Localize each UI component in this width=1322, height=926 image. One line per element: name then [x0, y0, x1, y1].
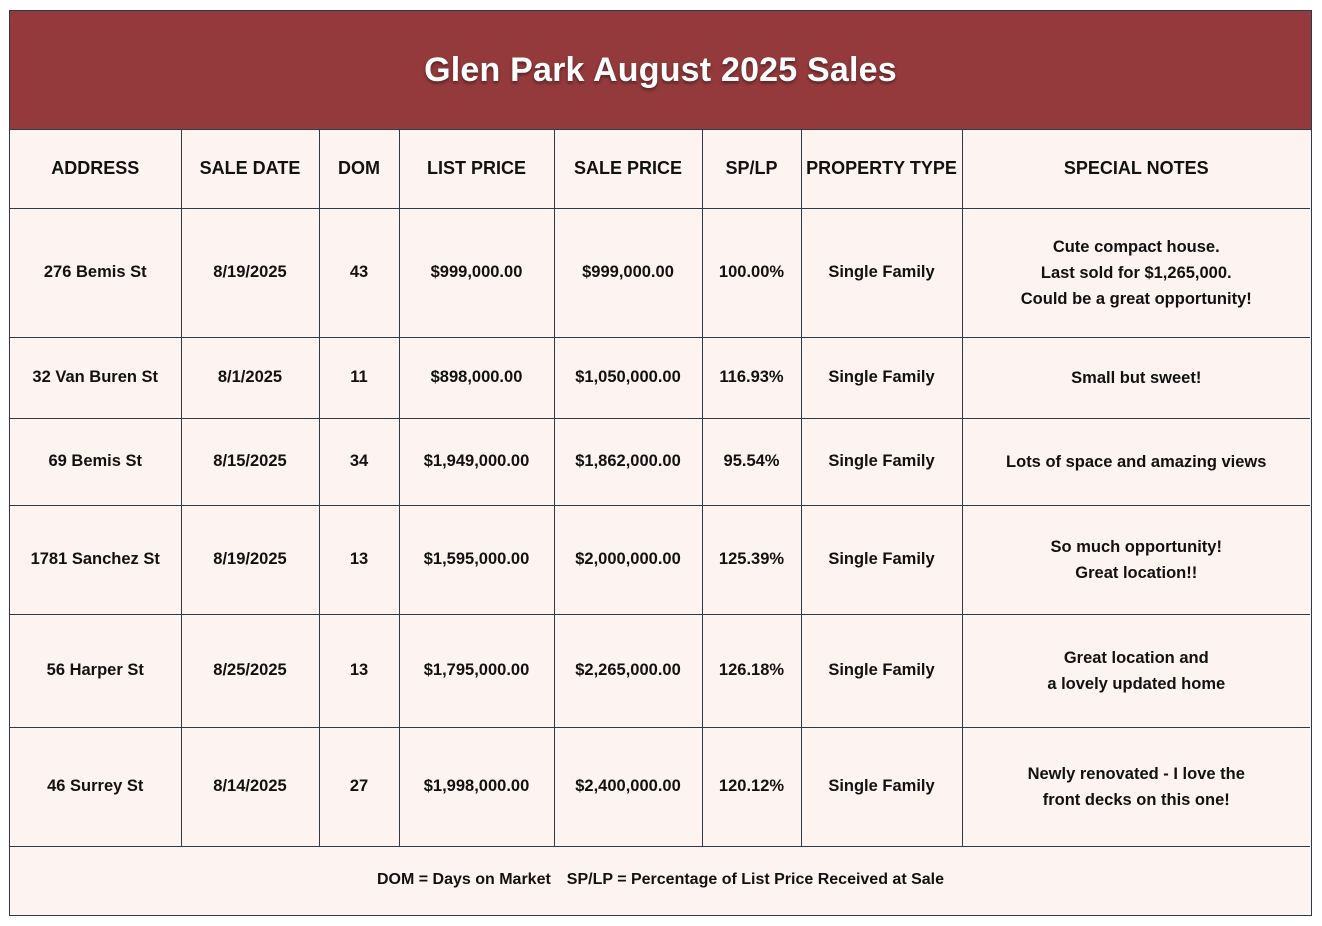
- table-row: 32 Van Buren St 8/1/2025 11 $898,000.00 …: [10, 336, 1310, 419]
- cell-list-price: $1,795,000.00: [398, 613, 555, 728]
- column-header-sale-date: SALE DATE: [180, 130, 320, 209]
- column-header-sp-lp: SP/LP: [701, 130, 802, 209]
- cell-dom: 43: [318, 207, 400, 338]
- dom-legend: DOM = Days on Market: [376, 870, 551, 888]
- title-banner: Glen Park August 2025 Sales: [10, 11, 1311, 130]
- table-row: 1781 Sanchez St 8/19/2025 13 $1,595,000.…: [10, 504, 1310, 615]
- column-header-property-type: PROPERTY TYPE: [800, 130, 963, 209]
- splp-legend: SP/LP = Percentage of List Price Receive…: [566, 870, 945, 888]
- cell-property-type: Single Family: [800, 336, 963, 419]
- cell-special-notes: So much opportunity! Great location!!: [961, 504, 1310, 615]
- cell-sale-price: $999,000.00: [553, 207, 703, 338]
- cell-list-price: $1,595,000.00: [398, 504, 555, 615]
- cell-sale-date: 8/1/2025: [180, 336, 320, 419]
- cell-sale-date: 8/19/2025: [180, 504, 320, 615]
- cell-sp-lp: 125.39%: [701, 504, 802, 615]
- table-row: 69 Bemis St 8/15/2025 34 $1,949,000.00 $…: [10, 417, 1310, 506]
- cell-dom: 11: [318, 336, 400, 419]
- cell-sp-lp: 100.00%: [701, 207, 802, 338]
- cell-address: 32 Van Buren St: [10, 336, 182, 419]
- cell-property-type: Single Family: [800, 207, 963, 338]
- table-row: 46 Surrey St 8/14/2025 27 $1,998,000.00 …: [10, 726, 1310, 847]
- cell-sp-lp: 126.18%: [701, 613, 802, 728]
- cell-list-price: $1,949,000.00: [398, 417, 555, 506]
- sales-table: ADDRESS SALE DATE DOM LIST PRICE SALE PR…: [10, 130, 1310, 847]
- cell-list-price: $1,998,000.00: [398, 726, 555, 847]
- cell-dom: 34: [318, 417, 400, 506]
- cell-sale-price: $2,265,000.00: [553, 613, 703, 728]
- cell-address: 276 Bemis St: [10, 207, 182, 338]
- table-row: 56 Harper St 8/25/2025 13 $1,795,000.00 …: [10, 613, 1310, 728]
- cell-property-type: Single Family: [800, 613, 963, 728]
- cell-special-notes: Small but sweet!: [961, 336, 1310, 419]
- cell-address: 69 Bemis St: [10, 417, 182, 506]
- cell-sale-date: 8/15/2025: [180, 417, 320, 506]
- cell-dom: 13: [318, 613, 400, 728]
- column-header-sale-price: SALE PRICE: [553, 130, 703, 209]
- cell-sale-date: 8/19/2025: [180, 207, 320, 338]
- table-header-row: ADDRESS SALE DATE DOM LIST PRICE SALE PR…: [10, 130, 1310, 209]
- cell-list-price: $999,000.00: [398, 207, 555, 338]
- cell-address: 46 Surrey St: [10, 726, 182, 847]
- cell-sp-lp: 120.12%: [701, 726, 802, 847]
- column-header-list-price: LIST PRICE: [398, 130, 555, 209]
- cell-sale-price: $2,400,000.00: [553, 726, 703, 847]
- table-row: 276 Bemis St 8/19/2025 43 $999,000.00 $9…: [10, 207, 1310, 338]
- column-header-special-notes: SPECIAL NOTES: [961, 130, 1310, 209]
- cell-special-notes: Great location and a lovely updated home: [961, 613, 1310, 728]
- cell-special-notes: Lots of space and amazing views: [961, 417, 1310, 506]
- cell-list-price: $898,000.00: [398, 336, 555, 419]
- cell-property-type: Single Family: [800, 726, 963, 847]
- cell-sale-date: 8/25/2025: [180, 613, 320, 728]
- cell-address: 1781 Sanchez St: [10, 504, 182, 615]
- cell-property-type: Single Family: [800, 504, 963, 615]
- legend-footer: DOM = Days on Market SP/LP = Percentage …: [10, 845, 1311, 914]
- cell-sale-date: 8/14/2025: [180, 726, 320, 847]
- cell-sale-price: $1,050,000.00: [553, 336, 703, 419]
- cell-property-type: Single Family: [800, 417, 963, 506]
- cell-special-notes: Cute compact house. Last sold for $1,265…: [961, 207, 1310, 338]
- sales-sheet: Glen Park August 2025 Sales ADDRESS SALE…: [9, 10, 1312, 916]
- cell-dom: 13: [318, 504, 400, 615]
- cell-sale-price: $1,862,000.00: [553, 417, 703, 506]
- page-title: Glen Park August 2025 Sales: [424, 50, 897, 89]
- cell-sale-price: $2,000,000.00: [553, 504, 703, 615]
- column-header-address: ADDRESS: [10, 130, 182, 209]
- cell-sp-lp: 116.93%: [701, 336, 802, 419]
- cell-address: 56 Harper St: [10, 613, 182, 728]
- cell-dom: 27: [318, 726, 400, 847]
- cell-special-notes: Newly renovated - I love the front decks…: [961, 726, 1310, 847]
- cell-sp-lp: 95.54%: [701, 417, 802, 506]
- column-header-dom: DOM: [318, 130, 400, 209]
